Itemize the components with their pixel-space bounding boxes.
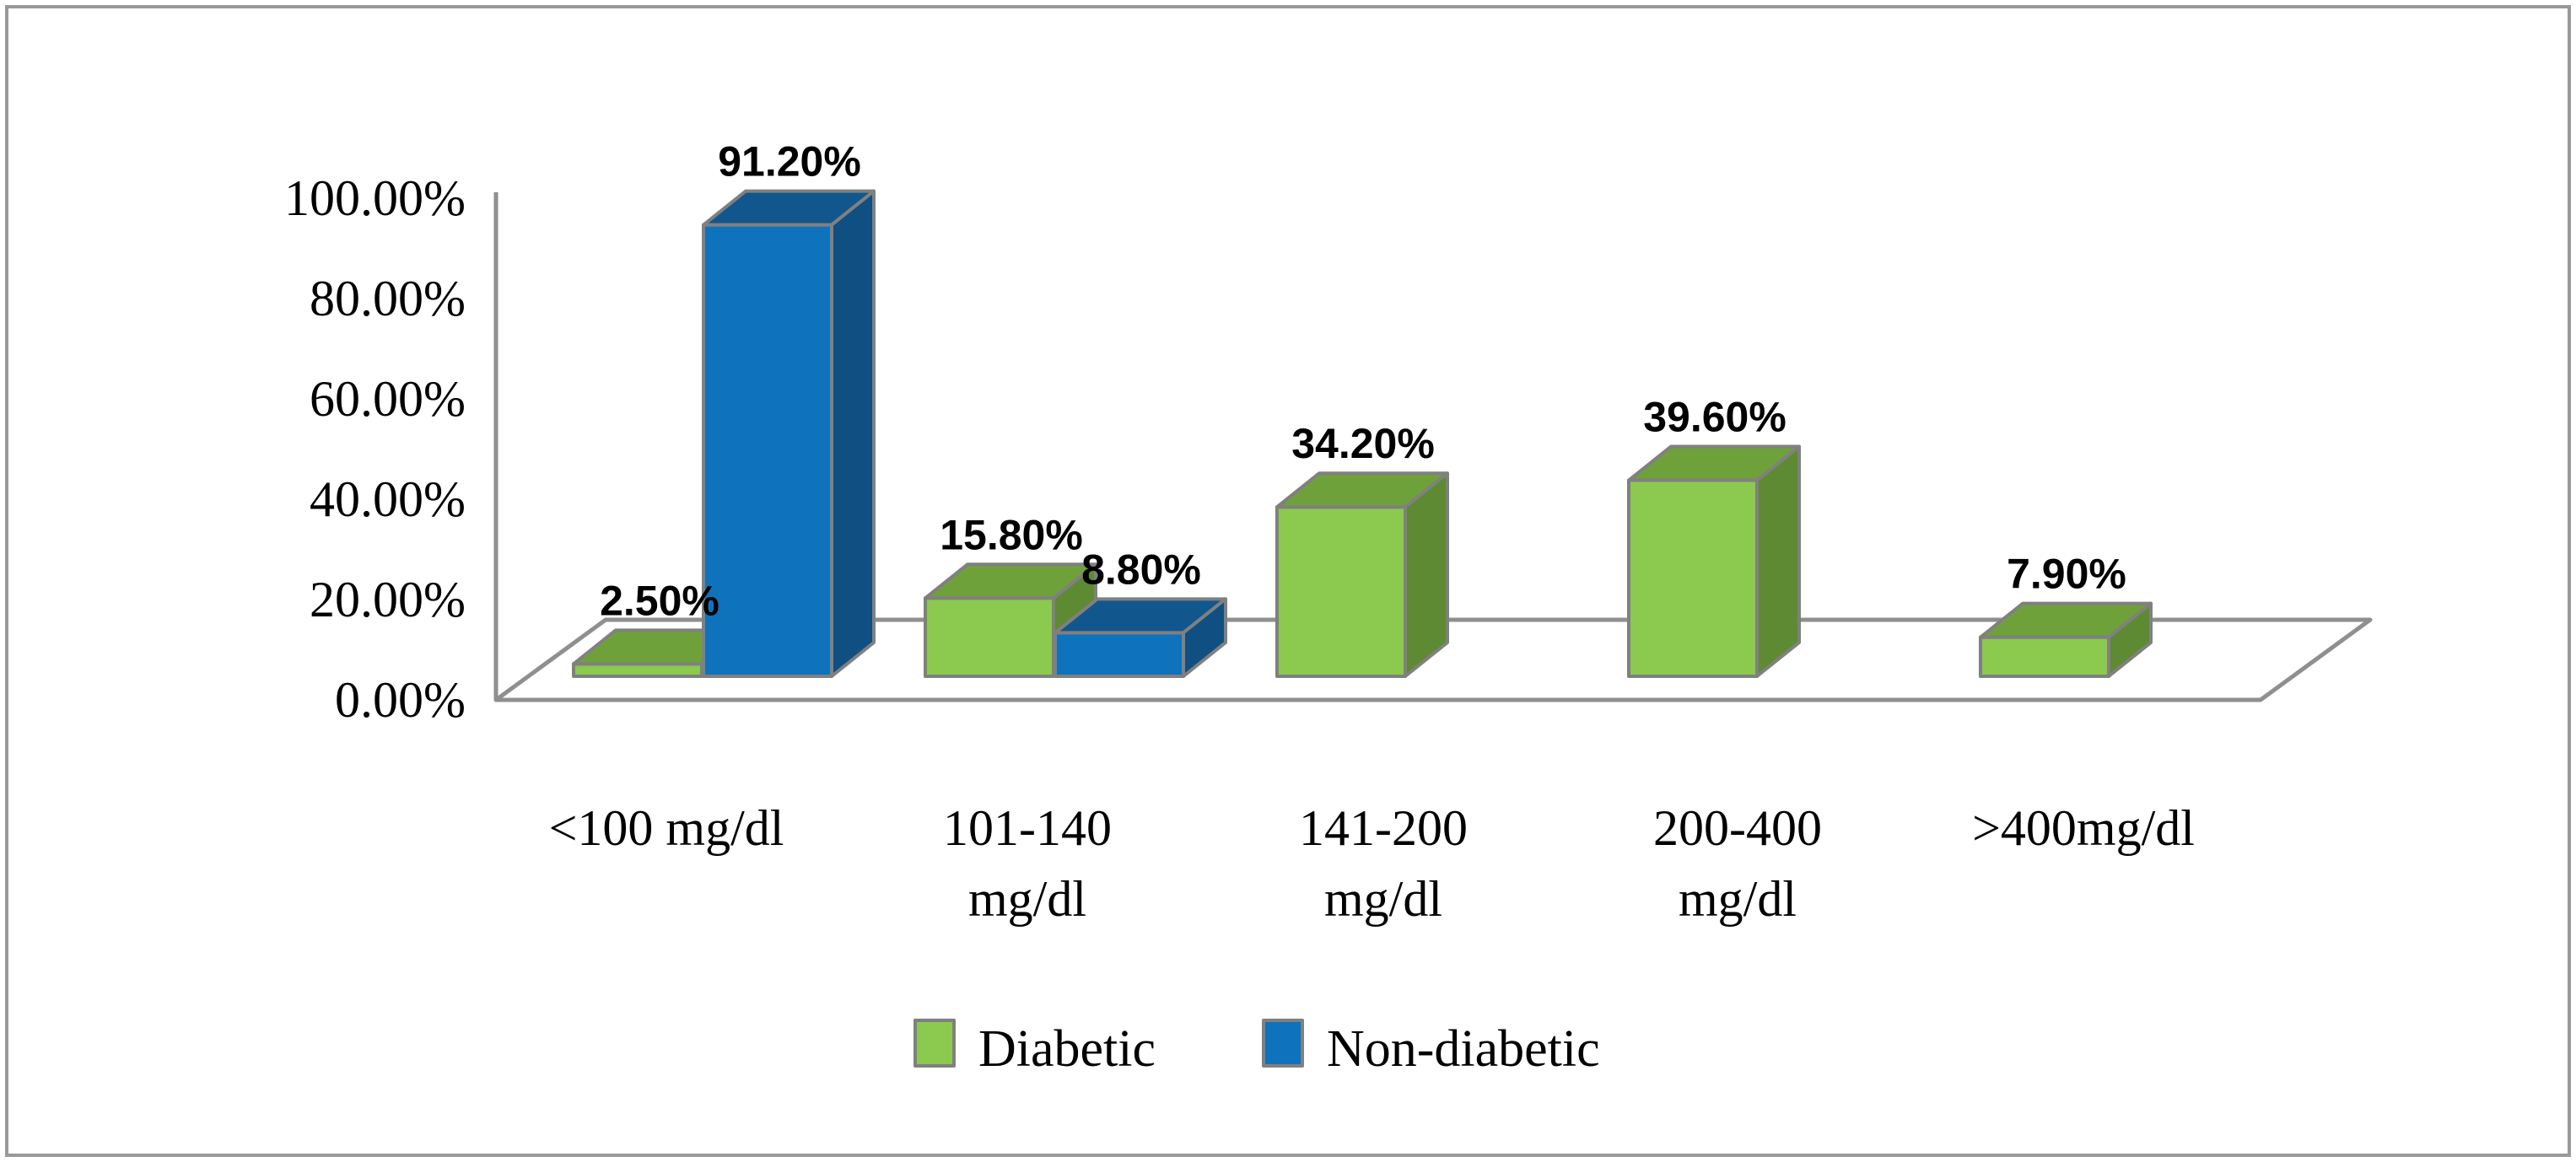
bar-diabetic-3	[1627, 444, 1801, 678]
bar-side-face	[1182, 597, 1227, 678]
bar-side-face	[1404, 471, 1449, 678]
bar-value-label: 34.20%	[1291, 420, 1435, 467]
bar-side-face	[830, 189, 876, 678]
y-tick-label: 0.00%	[335, 672, 466, 728]
y-tick-label: 60.00%	[310, 371, 466, 427]
y-tick-label: 20.00%	[310, 572, 466, 627]
bar-front-face	[572, 662, 703, 678]
category-label: 141-200	[1299, 800, 1468, 856]
bar-non-diabetic-0	[702, 189, 876, 678]
bar-front-face	[702, 223, 833, 678]
bar-side-face	[1755, 444, 1801, 678]
bar-value-label: 91.20%	[718, 138, 861, 186]
bar-side-face	[2107, 601, 2153, 678]
bar-value-label: 8.80%	[1081, 546, 1201, 593]
bar-front-face	[1275, 505, 1407, 678]
bar-non-diabetic-1	[1054, 597, 1227, 678]
chart-floor	[493, 617, 2373, 702]
category-label: mg/dl	[968, 871, 1086, 927]
y-tick-label: 40.00%	[310, 471, 466, 527]
bar-front-face	[1627, 478, 1759, 678]
bar-diabetic-4	[1979, 601, 2153, 678]
bar-value-label: 7.90%	[2007, 551, 2126, 598]
legend-label-diabetic: Diabetic	[978, 1020, 1156, 1078]
category-label: mg/dl	[1679, 871, 1797, 927]
category-label: mg/dl	[1324, 871, 1442, 927]
bar-front-face	[924, 596, 1055, 678]
figure-border	[5, 5, 2571, 1157]
legend-swatch-diabetic	[913, 1019, 956, 1068]
category-label: <100 mg/dl	[549, 800, 784, 856]
legend-label-non-diabetic: Non-diabetic	[1327, 1020, 1600, 1078]
y-tick-label: 100.00%	[284, 170, 466, 226]
category-label: 200-400	[1653, 800, 1822, 856]
legend-swatch-non-diabetic	[1262, 1019, 1304, 1068]
bar-front-face	[1054, 631, 1185, 678]
category-label: 101-140	[943, 800, 1112, 856]
bar-diabetic-2	[1275, 471, 1449, 678]
category-label: >400mg/dl	[1972, 800, 2195, 856]
bar-value-label: 39.60%	[1643, 394, 1786, 441]
y-tick-label: 80.00%	[310, 271, 466, 326]
bar-value-label: 15.80%	[940, 511, 1083, 558]
bar-front-face	[1979, 635, 2110, 678]
bar-value-label: 2.50%	[600, 577, 719, 624]
